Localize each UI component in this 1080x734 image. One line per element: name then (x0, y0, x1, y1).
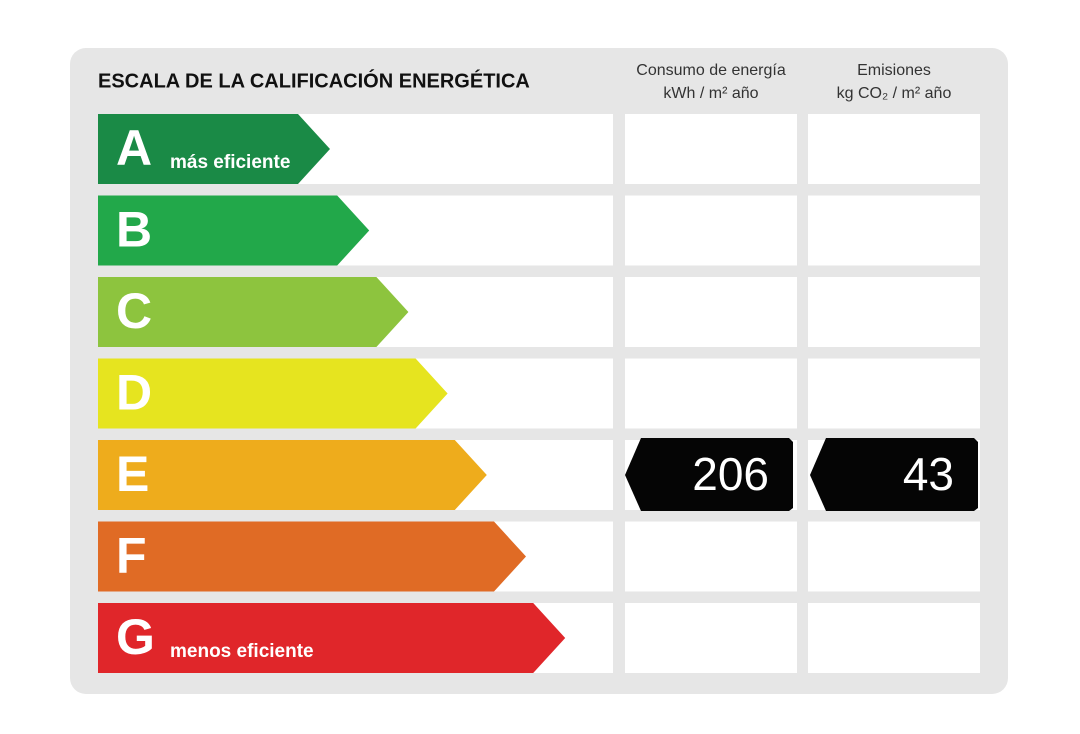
title: ESCALA DE LA CALIFICACIÓN ENERGÉTICA (98, 68, 530, 92)
rating-arrow (98, 358, 448, 429)
rating-letter: D (116, 365, 152, 421)
rating-letter: G (116, 609, 155, 665)
column-header: Consumo de energía (636, 62, 786, 79)
column-header: Emisiones (857, 62, 931, 79)
rating-letter: A (116, 120, 152, 176)
cell (808, 521, 980, 592)
rating-arrow (98, 603, 566, 673)
cell (625, 114, 797, 184)
cell (625, 603, 797, 673)
rating-letter: B (116, 202, 152, 258)
value-badge (625, 438, 793, 511)
rating-label: menos eficiente (170, 641, 314, 662)
value-badge (810, 438, 978, 511)
rating-arrow (98, 277, 409, 347)
cell (808, 114, 980, 184)
cell (808, 195, 980, 266)
value-label: 43 (903, 448, 954, 500)
cell (808, 603, 980, 673)
column-unit: kWh / m² año (663, 85, 758, 102)
rating-letter: E (116, 446, 149, 502)
rating-arrow (98, 440, 487, 510)
rating-arrow (98, 521, 526, 592)
cell (808, 277, 980, 347)
cell (625, 358, 797, 429)
rating-letter: C (116, 283, 152, 339)
rating-label: más eficiente (170, 152, 290, 173)
cell (625, 521, 797, 592)
cell (625, 277, 797, 347)
rating-arrow (98, 195, 370, 266)
cell (808, 358, 980, 429)
column-unit: kg CO₂ / m² año (837, 85, 952, 102)
value-label: 206 (692, 448, 769, 500)
rating-arrow (98, 114, 330, 184)
rating-letter: F (116, 528, 147, 584)
cell (625, 195, 797, 266)
